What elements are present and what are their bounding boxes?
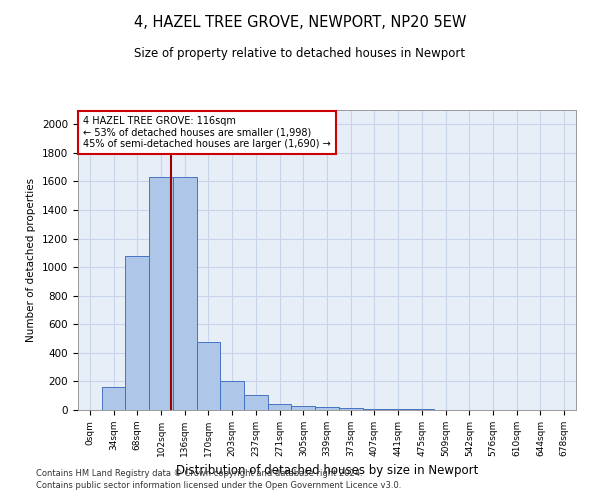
Bar <box>125 256 149 410</box>
Bar <box>268 404 292 410</box>
Bar <box>362 408 386 410</box>
Text: Contains HM Land Registry data © Crown copyright and database right 2024.: Contains HM Land Registry data © Crown c… <box>36 468 362 477</box>
Bar <box>197 342 220 410</box>
Bar <box>244 395 268 410</box>
Bar <box>386 409 410 410</box>
Bar <box>173 177 197 410</box>
Bar <box>292 406 315 410</box>
Text: 4 HAZEL TREE GROVE: 116sqm
← 53% of detached houses are smaller (1,998)
45% of s: 4 HAZEL TREE GROVE: 116sqm ← 53% of deta… <box>83 116 331 149</box>
Text: Size of property relative to detached houses in Newport: Size of property relative to detached ho… <box>134 48 466 60</box>
Bar <box>149 177 173 410</box>
Text: Contains public sector information licensed under the Open Government Licence v3: Contains public sector information licen… <box>36 481 401 490</box>
Bar <box>339 408 362 410</box>
Bar <box>102 387 125 410</box>
Bar <box>315 408 339 410</box>
Text: 4, HAZEL TREE GROVE, NEWPORT, NP20 5EW: 4, HAZEL TREE GROVE, NEWPORT, NP20 5EW <box>134 15 466 30</box>
X-axis label: Distribution of detached houses by size in Newport: Distribution of detached houses by size … <box>176 464 478 477</box>
Bar <box>220 382 244 410</box>
Y-axis label: Number of detached properties: Number of detached properties <box>26 178 37 342</box>
